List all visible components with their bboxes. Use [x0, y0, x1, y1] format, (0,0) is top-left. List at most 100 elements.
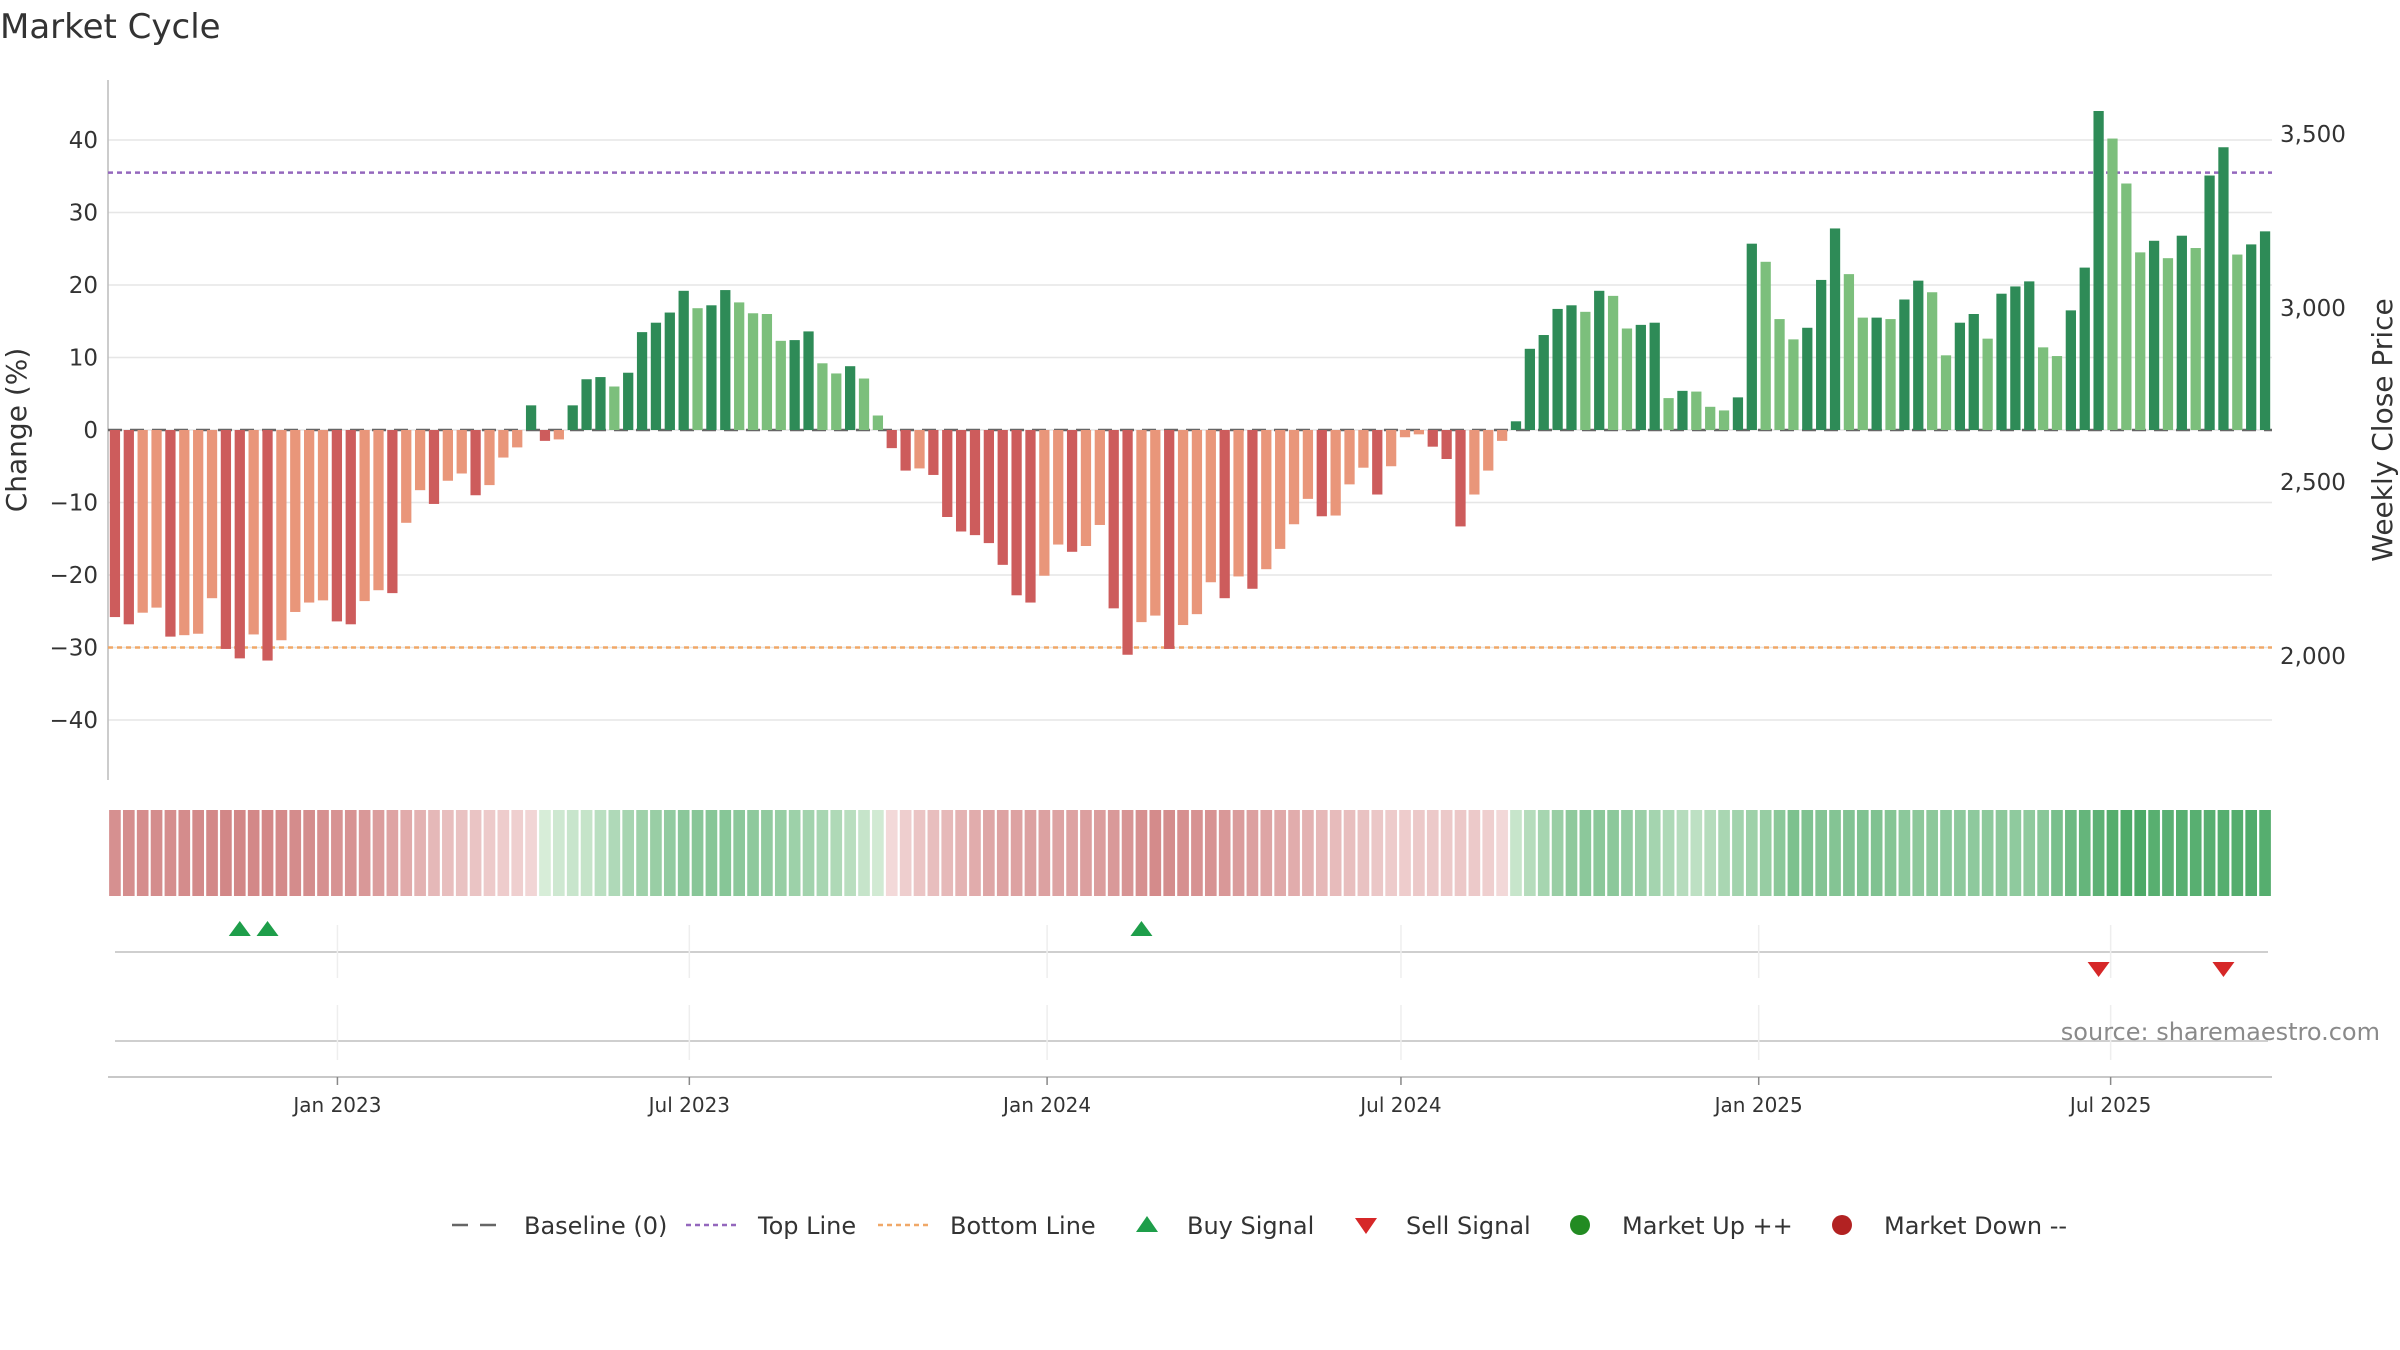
heat-cell: [122, 810, 135, 896]
bar: [914, 430, 925, 469]
bar: [1691, 391, 1702, 430]
heat-cell: [761, 810, 773, 896]
heat-cell: [2203, 810, 2216, 896]
heat-cell: [1177, 810, 1189, 896]
bar: [1594, 290, 1605, 430]
bar: [1885, 319, 1896, 430]
bar: [1580, 311, 1591, 430]
heat-cell: [483, 810, 496, 896]
heat-cell: [220, 810, 232, 896]
bar: [1635, 324, 1646, 430]
bar: [1399, 430, 1411, 438]
y2-axis-ticks: 2,000 2,500 3,000 3,500: [2280, 122, 2346, 670]
heat-cell: [136, 810, 149, 896]
heat-cell: [150, 810, 163, 896]
bar: [1469, 430, 1480, 495]
sell-signal-icon: [2212, 962, 2235, 977]
heat-cell: [1343, 810, 1356, 896]
heat-cell: [1357, 810, 1370, 896]
heat-cell: [1745, 810, 1758, 896]
heat-cell: [594, 810, 607, 896]
heat-cell: [566, 810, 579, 896]
bar: [304, 430, 315, 603]
bar: [636, 332, 648, 430]
bar: [1261, 430, 1272, 570]
heat-cell: [317, 810, 329, 896]
heat-cell: [442, 810, 454, 896]
cycle-heat-strip: [109, 810, 2271, 896]
heat-cell: [1607, 810, 1619, 896]
heat-cell: [1898, 810, 1911, 896]
source-credit: source: sharemaestro.com: [2061, 1018, 2380, 1046]
heat-cell: [497, 810, 510, 896]
bar: [1982, 338, 1993, 430]
legend-label: Buy Signal: [1187, 1212, 1314, 1240]
market-up-dot-icon: [1570, 1215, 1590, 1235]
y-tick-label: 30: [69, 201, 98, 227]
bar: [1025, 430, 1036, 603]
heat-cell: [580, 810, 593, 896]
heat-cell: [1787, 810, 1800, 896]
heat-cell: [1565, 810, 1578, 896]
heat-cell: [1954, 810, 1966, 896]
bar: [747, 313, 759, 430]
heat-cell: [1981, 810, 1994, 896]
legend-item: Buy Signal: [1136, 1212, 1314, 1240]
heat-cell: [2051, 810, 2063, 896]
heat-cell: [969, 810, 981, 896]
heat-cell: [1773, 810, 1786, 896]
bar: [1760, 261, 1771, 430]
bar: [290, 430, 301, 612]
bar: [165, 430, 176, 637]
bar-series: [109, 111, 2271, 661]
heat-cell: [2134, 810, 2147, 896]
bar: [567, 405, 578, 430]
bar: [2107, 138, 2118, 431]
bar: [734, 302, 745, 430]
heat-cell: [178, 810, 191, 896]
bar: [2024, 281, 2035, 430]
heat-cell: [733, 810, 745, 896]
heat-cell: [1288, 810, 1300, 896]
heat-cell: [1024, 810, 1037, 896]
bar: [2246, 244, 2257, 430]
heat-cell: [525, 810, 537, 896]
y2-tick-label: 2,000: [2280, 644, 2346, 670]
heat-cell: [2023, 810, 2036, 896]
heat-cell: [2065, 810, 2077, 896]
y-tick-label: 40: [69, 128, 98, 154]
buy-signal-icon: [228, 921, 251, 936]
y-tick-label: 0: [83, 418, 98, 444]
heat-cell: [1010, 810, 1023, 896]
sell-signal-icon: [2087, 962, 2110, 977]
bar: [706, 305, 717, 430]
bar: [512, 430, 523, 448]
bar: [1732, 397, 1744, 430]
heat-cell: [872, 810, 884, 896]
heat-cell: [1870, 810, 1883, 896]
bar: [1108, 430, 1119, 609]
heat-cell: [1246, 810, 1259, 896]
heat-cell: [2189, 810, 2202, 896]
bar: [761, 314, 773, 430]
heat-cell: [1510, 810, 1522, 896]
heat-cell: [1482, 810, 1495, 896]
legend-item: Sell Signal: [1355, 1212, 1531, 1240]
heat-cell: [1967, 810, 1980, 896]
heat-cell: [372, 810, 385, 896]
heat-cell: [1066, 810, 1078, 896]
heat-cell: [2148, 810, 2160, 896]
bar: [317, 430, 329, 601]
heat-cell: [622, 810, 635, 896]
x-tick-label: Jul 2024: [1358, 1093, 1441, 1117]
bar: [137, 430, 148, 613]
bar: [1302, 430, 1314, 499]
y-axis-ticks: −40 −30 −20 −10 0 10 20 30 40: [49, 128, 98, 734]
heat-cell: [1662, 810, 1675, 896]
legend-label: Market Down --: [1884, 1212, 2067, 1240]
heat-cell: [1107, 810, 1120, 896]
bar: [1066, 430, 1078, 552]
heat-cell: [955, 810, 967, 896]
heat-cell: [1094, 810, 1106, 896]
